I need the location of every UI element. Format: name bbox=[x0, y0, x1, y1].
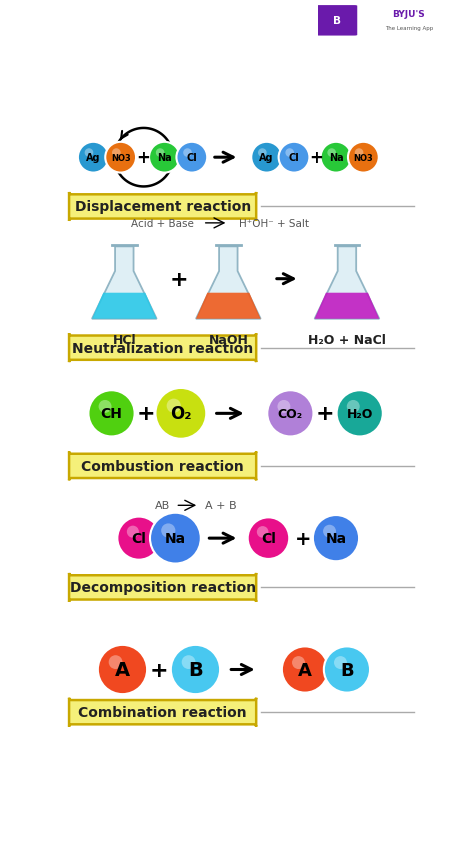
Text: A: A bbox=[298, 660, 312, 679]
Circle shape bbox=[118, 517, 161, 560]
Text: Cl: Cl bbox=[131, 532, 146, 545]
Circle shape bbox=[156, 149, 164, 158]
FancyBboxPatch shape bbox=[316, 6, 357, 37]
Circle shape bbox=[127, 526, 139, 538]
FancyBboxPatch shape bbox=[312, 3, 470, 39]
Circle shape bbox=[355, 149, 364, 158]
Text: Na: Na bbox=[157, 153, 172, 163]
FancyBboxPatch shape bbox=[69, 193, 256, 222]
Text: Acid + Base: Acid + Base bbox=[131, 219, 194, 228]
Circle shape bbox=[85, 149, 93, 158]
Circle shape bbox=[285, 149, 294, 158]
Text: Cl: Cl bbox=[261, 532, 276, 545]
Circle shape bbox=[105, 142, 136, 174]
Circle shape bbox=[348, 142, 379, 174]
Circle shape bbox=[334, 656, 347, 670]
Circle shape bbox=[161, 524, 175, 538]
Circle shape bbox=[324, 647, 370, 693]
Text: +: + bbox=[137, 149, 151, 167]
Text: B: B bbox=[340, 660, 354, 679]
Text: +: + bbox=[309, 149, 323, 167]
Text: Combustion reaction: Combustion reaction bbox=[81, 459, 244, 474]
Circle shape bbox=[328, 149, 336, 158]
Text: Ag: Ag bbox=[259, 153, 274, 163]
Circle shape bbox=[182, 655, 195, 669]
Circle shape bbox=[98, 645, 147, 694]
Circle shape bbox=[323, 525, 336, 538]
Circle shape bbox=[257, 527, 268, 538]
Circle shape bbox=[251, 142, 282, 174]
Text: A + B: A + B bbox=[205, 501, 237, 510]
Polygon shape bbox=[92, 247, 156, 320]
Text: Na: Na bbox=[165, 532, 186, 545]
Text: Cl: Cl bbox=[186, 153, 197, 163]
Circle shape bbox=[176, 142, 207, 174]
Text: NO3: NO3 bbox=[111, 153, 130, 163]
Circle shape bbox=[282, 647, 328, 693]
Text: NO3: NO3 bbox=[354, 153, 373, 163]
Text: +: + bbox=[316, 404, 334, 423]
FancyBboxPatch shape bbox=[69, 573, 256, 602]
Circle shape bbox=[78, 142, 109, 174]
Text: +: + bbox=[170, 269, 188, 290]
Text: NaOH: NaOH bbox=[209, 333, 248, 346]
Text: Na: Na bbox=[326, 532, 346, 545]
Circle shape bbox=[267, 391, 313, 437]
Text: H₂O + NaCl: H₂O + NaCl bbox=[308, 333, 386, 346]
Text: Neutralization reaction: Neutralization reaction bbox=[72, 342, 253, 355]
Text: CH: CH bbox=[100, 407, 122, 421]
FancyBboxPatch shape bbox=[69, 452, 256, 481]
Polygon shape bbox=[315, 293, 379, 320]
FancyBboxPatch shape bbox=[69, 698, 256, 727]
Circle shape bbox=[347, 400, 360, 413]
Circle shape bbox=[313, 515, 359, 561]
Circle shape bbox=[109, 655, 122, 669]
Text: H₂O: H₂O bbox=[346, 407, 373, 420]
Text: Displacement reaction: Displacement reaction bbox=[74, 200, 251, 214]
Text: +: + bbox=[295, 529, 311, 548]
Text: CO₂: CO₂ bbox=[278, 407, 303, 420]
Text: B: B bbox=[188, 660, 203, 679]
Circle shape bbox=[149, 142, 180, 174]
Text: Ag: Ag bbox=[86, 153, 100, 163]
Polygon shape bbox=[315, 247, 379, 320]
Circle shape bbox=[150, 513, 201, 564]
Circle shape bbox=[89, 391, 135, 437]
Circle shape bbox=[248, 518, 289, 559]
Text: Cl: Cl bbox=[289, 153, 300, 163]
Text: O₂: O₂ bbox=[170, 405, 191, 423]
Circle shape bbox=[167, 399, 181, 413]
Circle shape bbox=[279, 142, 310, 174]
Text: H⁺OH⁻ + Salt: H⁺OH⁻ + Salt bbox=[239, 219, 309, 228]
Text: +: + bbox=[137, 404, 155, 423]
Circle shape bbox=[171, 645, 220, 694]
Circle shape bbox=[277, 400, 291, 413]
Text: +: + bbox=[150, 659, 168, 680]
Circle shape bbox=[320, 142, 351, 174]
Circle shape bbox=[99, 400, 111, 413]
Text: Decomposition reaction: Decomposition reaction bbox=[70, 581, 255, 595]
Text: A: A bbox=[115, 660, 130, 679]
Text: B: B bbox=[333, 15, 341, 26]
Text: AB: AB bbox=[155, 501, 170, 510]
Text: BYJU'S: BYJU'S bbox=[392, 10, 425, 20]
Text: The Learning App: The Learning App bbox=[384, 26, 433, 31]
Text: Combination reaction: Combination reaction bbox=[78, 705, 247, 719]
Circle shape bbox=[258, 149, 267, 158]
Circle shape bbox=[183, 149, 192, 158]
Polygon shape bbox=[92, 293, 156, 320]
Circle shape bbox=[155, 389, 206, 440]
FancyBboxPatch shape bbox=[69, 334, 256, 363]
Text: Na: Na bbox=[328, 153, 343, 163]
Circle shape bbox=[112, 149, 121, 158]
Circle shape bbox=[337, 391, 383, 437]
Polygon shape bbox=[196, 247, 261, 320]
Polygon shape bbox=[196, 293, 261, 320]
Text: HCl: HCl bbox=[112, 333, 136, 346]
Circle shape bbox=[292, 656, 305, 670]
